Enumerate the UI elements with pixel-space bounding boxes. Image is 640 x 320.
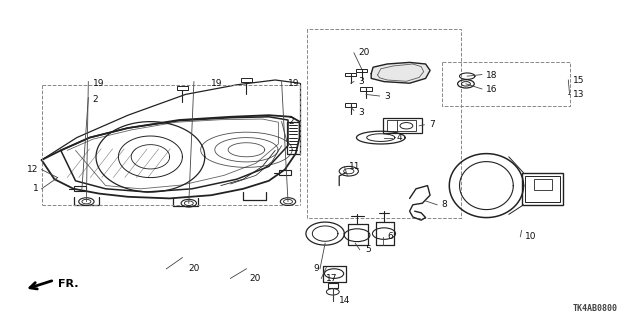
Text: 17: 17	[326, 274, 338, 283]
Text: 3: 3	[358, 108, 364, 116]
Text: 3: 3	[384, 92, 390, 100]
Text: 13: 13	[573, 90, 584, 99]
Bar	[360, 87, 372, 91]
Polygon shape	[371, 62, 430, 83]
Text: 9: 9	[314, 264, 319, 273]
Text: 14: 14	[339, 296, 351, 305]
Text: 19: 19	[211, 79, 223, 88]
Text: 4: 4	[397, 133, 403, 142]
Text: 10: 10	[525, 232, 536, 241]
Text: 19: 19	[288, 79, 300, 88]
Text: 20: 20	[358, 48, 370, 57]
Bar	[74, 186, 86, 191]
Text: 2: 2	[93, 95, 99, 104]
Bar	[241, 78, 252, 82]
Text: 16: 16	[486, 85, 498, 94]
Bar	[356, 69, 367, 72]
Text: 3: 3	[358, 77, 364, 86]
Bar	[279, 170, 291, 175]
Bar	[383, 118, 422, 133]
Bar	[345, 103, 356, 107]
Text: 1: 1	[33, 184, 38, 193]
Text: 18: 18	[486, 71, 498, 80]
Bar	[387, 120, 416, 131]
Bar	[534, 179, 552, 190]
Text: 20: 20	[189, 264, 200, 273]
Text: 19: 19	[93, 79, 104, 88]
Bar	[345, 73, 356, 76]
Text: 5: 5	[365, 245, 371, 254]
Text: TK4AB0800: TK4AB0800	[573, 304, 618, 313]
Bar	[328, 283, 338, 288]
Text: 11: 11	[349, 162, 360, 171]
Bar	[525, 176, 560, 202]
Text: 15: 15	[573, 76, 584, 84]
Text: 20: 20	[250, 274, 261, 283]
Text: 12: 12	[27, 165, 38, 174]
Text: 6: 6	[387, 232, 393, 241]
Text: 2: 2	[288, 117, 294, 126]
Text: 8: 8	[442, 200, 447, 209]
Text: FR.: FR.	[58, 279, 78, 289]
Bar	[522, 173, 563, 205]
Text: 7: 7	[429, 120, 435, 129]
Bar	[177, 86, 188, 90]
